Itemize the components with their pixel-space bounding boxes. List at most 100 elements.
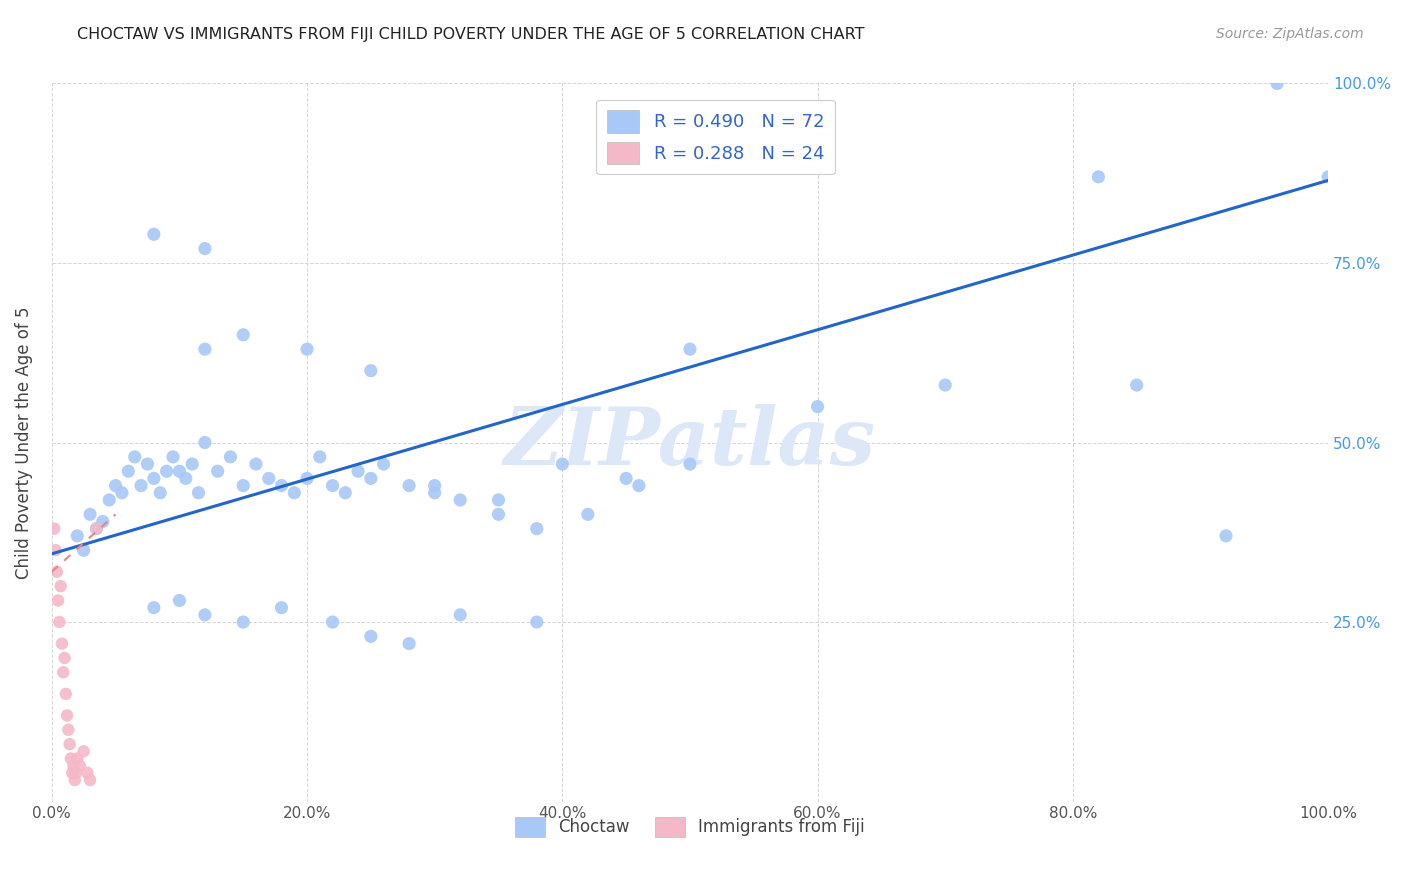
Point [124,450,146,464]
Point [52,665,75,680]
Point [322,615,344,629]
Point [194,342,217,356]
Point [360,471,382,485]
Point [335,485,357,500]
Point [423,478,446,492]
Point [76,765,98,780]
Point [207,464,229,478]
Point [232,327,254,342]
Point [194,435,217,450]
Point [295,342,318,356]
Point [449,492,471,507]
Point [449,607,471,622]
Point [98,492,121,507]
Point [347,464,370,478]
Point [45,543,67,558]
Point [69,758,91,772]
Point [174,471,197,485]
Point [194,242,217,256]
Point [283,485,305,500]
Point [232,615,254,629]
Text: CHOCTAW VS IMMIGRANTS FROM FIJI CHILD POVERTY UNDER THE AGE OF 5 CORRELATION CHA: CHOCTAW VS IMMIGRANTS FROM FIJI CHILD PO… [77,27,865,42]
Point [86,522,108,536]
Point [373,457,395,471]
Point [232,478,254,492]
Point [86,522,108,536]
Point [162,450,184,464]
Point [104,478,127,492]
Point [934,378,956,392]
Point [488,492,510,507]
Point [169,593,191,607]
Point [270,478,292,492]
Point [56,708,79,723]
Point [142,471,165,485]
Point [257,471,280,485]
Point [806,400,828,414]
Point [49,579,72,593]
Point [149,485,172,500]
Point [322,478,344,492]
Point [79,772,101,787]
Point [245,457,267,471]
Point [46,593,69,607]
Point [187,485,209,500]
Point [219,450,242,464]
Point [398,637,420,651]
Point [679,457,702,471]
Point [627,478,650,492]
Point [129,478,152,492]
Point [194,607,217,622]
Point [1087,169,1109,184]
Point [136,457,159,471]
Point [576,508,599,522]
Text: Source: ZipAtlas.com: Source: ZipAtlas.com [1216,27,1364,41]
Point [44,522,66,536]
Point [48,615,70,629]
Point [62,758,84,772]
Point [1265,77,1288,91]
Point [1317,169,1340,184]
Point [55,687,77,701]
Point [423,485,446,500]
Point [53,651,76,665]
Point [60,765,83,780]
Point [142,227,165,242]
Point [73,744,96,758]
Point [360,364,382,378]
Point [360,629,382,643]
Point [1215,529,1237,543]
Point [308,450,330,464]
Point [66,529,89,543]
Y-axis label: Child Poverty Under the Age of 5: Child Poverty Under the Age of 5 [15,306,32,579]
Point [679,342,702,356]
Point [117,464,139,478]
Point [488,508,510,522]
Point [63,772,86,787]
Point [551,457,574,471]
Point [181,457,204,471]
Point [398,478,420,492]
Point [65,765,87,780]
Point [58,723,80,737]
Point [614,471,637,485]
Point [270,600,292,615]
Point [111,485,134,500]
Point [142,600,165,615]
Point [59,751,82,765]
Point [156,464,179,478]
Point [79,508,101,522]
Point [51,637,73,651]
Legend: Choctaw, Immigrants from Fiji: Choctaw, Immigrants from Fiji [509,810,872,844]
Point [526,522,548,536]
Point [59,737,82,751]
Point [73,543,96,558]
Point [45,565,67,579]
Point [295,471,318,485]
Point [169,464,191,478]
Text: ZIPatlas: ZIPatlas [503,404,876,482]
Point [1125,378,1147,392]
Point [526,615,548,629]
Point [66,751,89,765]
Point [91,515,114,529]
